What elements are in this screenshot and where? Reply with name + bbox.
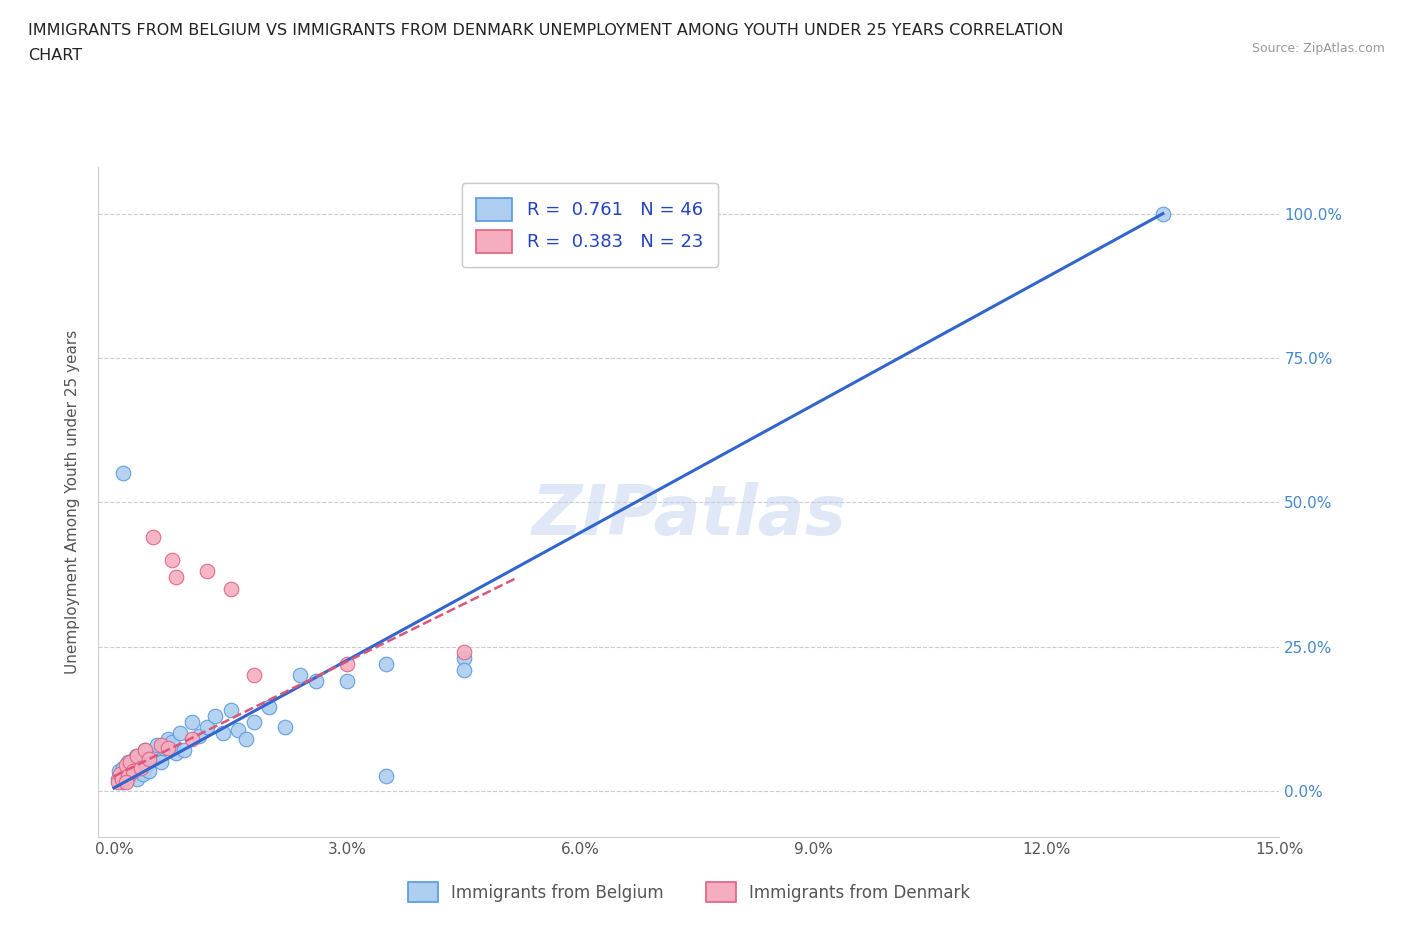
Point xyxy=(165,746,187,761)
Point xyxy=(153,740,176,755)
Point xyxy=(165,570,187,585)
Point xyxy=(129,761,152,776)
Point xyxy=(127,749,149,764)
Point xyxy=(211,725,233,740)
Point xyxy=(142,749,165,764)
Point xyxy=(219,702,242,717)
Point xyxy=(243,714,266,729)
Text: IMMIGRANTS FROM BELGIUM VS IMMIGRANTS FROM DENMARK UNEMPLOYMENT AMONG YOUTH UNDE: IMMIGRANTS FROM BELGIUM VS IMMIGRANTS FR… xyxy=(28,23,1063,38)
Point xyxy=(149,737,172,752)
Legend: Immigrants from Belgium, Immigrants from Denmark: Immigrants from Belgium, Immigrants from… xyxy=(398,872,980,912)
Point xyxy=(204,709,226,724)
Point xyxy=(274,720,297,735)
Point xyxy=(162,552,183,567)
Point xyxy=(180,731,202,746)
Point xyxy=(180,714,202,729)
Point xyxy=(162,735,183,750)
Point xyxy=(112,466,135,481)
Point xyxy=(111,775,134,790)
Point xyxy=(188,728,211,743)
Point xyxy=(118,754,141,769)
Point xyxy=(122,764,145,778)
Point xyxy=(134,743,156,758)
Point xyxy=(235,731,257,746)
Point xyxy=(138,764,160,778)
Point xyxy=(108,764,131,778)
Text: Source: ZipAtlas.com: Source: ZipAtlas.com xyxy=(1251,42,1385,55)
Point xyxy=(453,662,475,677)
Point xyxy=(195,564,218,578)
Point xyxy=(128,761,150,776)
Point xyxy=(453,644,475,659)
Point xyxy=(374,657,396,671)
Point xyxy=(1152,206,1174,221)
Point xyxy=(122,764,145,778)
Point xyxy=(117,769,139,784)
Point xyxy=(157,731,180,746)
Point xyxy=(129,751,152,766)
Point xyxy=(145,737,167,752)
Point xyxy=(259,699,281,714)
Point xyxy=(374,769,396,784)
Point xyxy=(195,720,218,735)
Point xyxy=(305,673,328,688)
Point xyxy=(107,772,129,787)
Point xyxy=(135,757,157,772)
Point xyxy=(125,749,148,764)
Point xyxy=(149,754,172,769)
Point xyxy=(226,723,249,737)
Point xyxy=(243,668,266,683)
Point xyxy=(114,775,136,790)
Point xyxy=(336,673,359,688)
Point xyxy=(138,751,160,766)
Point xyxy=(142,529,165,544)
Point xyxy=(290,668,312,683)
Point xyxy=(157,740,180,755)
Point xyxy=(173,743,195,758)
Point xyxy=(134,743,156,758)
Point xyxy=(111,772,134,787)
Point xyxy=(117,754,139,769)
Point xyxy=(107,775,129,790)
Point xyxy=(114,766,136,781)
Point xyxy=(169,725,191,740)
Point xyxy=(118,769,141,784)
Y-axis label: Unemployment Among Youth under 25 years: Unemployment Among Youth under 25 years xyxy=(65,330,80,674)
Point xyxy=(132,766,155,781)
Point xyxy=(120,757,142,772)
Point xyxy=(453,651,475,666)
Point xyxy=(112,761,135,776)
Point xyxy=(219,581,242,596)
Point xyxy=(127,772,149,787)
Text: ZIPatlas: ZIPatlas xyxy=(531,482,846,549)
Text: CHART: CHART xyxy=(28,48,82,63)
Point xyxy=(108,766,131,781)
Legend: R =  0.761   N = 46, R =  0.383   N = 23: R = 0.761 N = 46, R = 0.383 N = 23 xyxy=(461,183,717,268)
Point xyxy=(336,657,359,671)
Point xyxy=(114,757,136,772)
